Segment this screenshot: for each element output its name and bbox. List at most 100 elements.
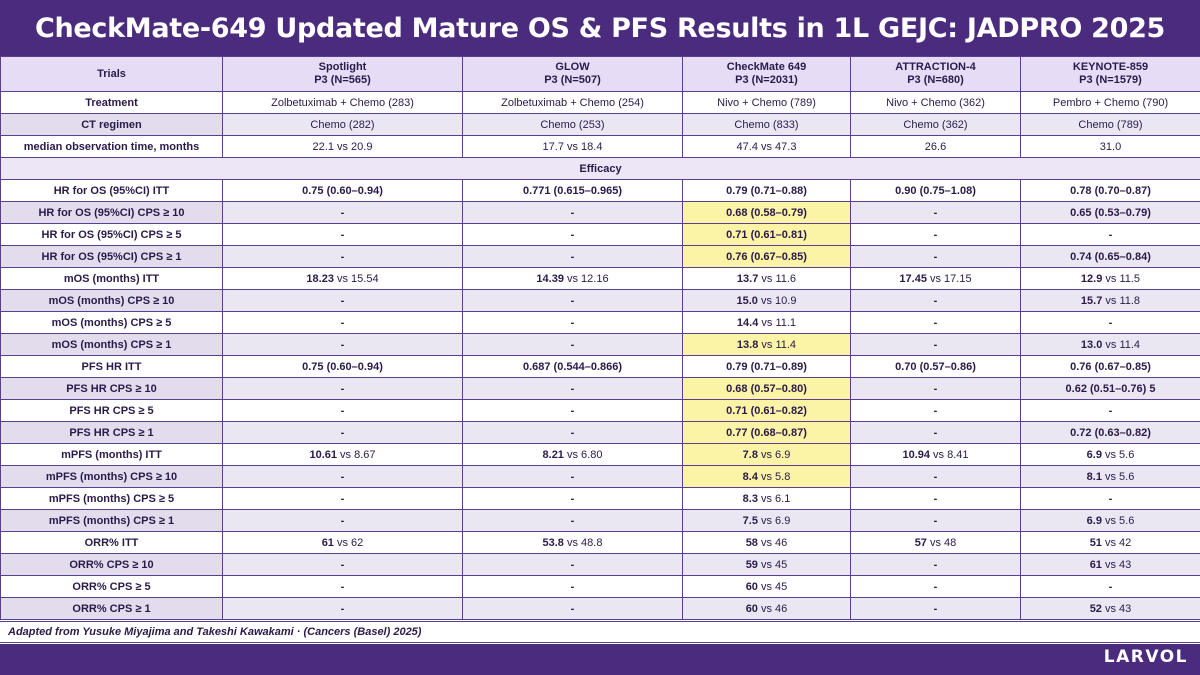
comparison-table-panel: Trials Spotlight P3 (N=565) GLOW P3 (N=507… — [0, 56, 1200, 644]
cell-value-comparator: vs 43 — [1101, 558, 1132, 571]
table-cell: - — [850, 289, 1021, 312]
cell-value-bold: 14.4 — [736, 316, 759, 329]
table-cell: - — [1020, 399, 1200, 422]
table-cell: - — [850, 377, 1021, 400]
table-cell: - — [462, 333, 683, 356]
table-cell: - — [850, 421, 1021, 444]
header-row-label: Trials — [0, 56, 223, 92]
table-cell: - — [222, 311, 463, 334]
cell-value-bold: 0.771 (0.615–0.965) — [522, 184, 623, 197]
cell-value-bold: 15.0 — [736, 294, 758, 307]
cell-value-comparator: vs 48.8 — [563, 536, 603, 549]
cell-value-comparator: vs 11.8 — [1102, 294, 1141, 307]
cell-value-comparator: vs 6.1 — [757, 492, 791, 505]
row-label: CT regimen — [0, 113, 223, 136]
cell-value-bold: 0.62 (0.51–0.76) 5 — [1065, 382, 1156, 395]
cell-value-comparator: vs 17.15 — [926, 272, 972, 285]
cell-value-bold: 7.8 — [742, 448, 758, 461]
row-label: mPFS (months) CPS ≥ 1 — [0, 509, 223, 532]
cell-value-comparator: vs 46 — [757, 536, 788, 549]
table-cell: Chemo (253) — [462, 113, 683, 136]
cell-value-comparator: vs 5.8 — [757, 470, 791, 483]
row-label: HR for OS (95%CI) CPS ≥ 10 — [0, 201, 223, 224]
cell-value-bold: - — [1108, 316, 1113, 329]
table-cell: 31.0 — [1020, 135, 1200, 158]
cell-value-bold: 8.21 — [542, 448, 564, 461]
cell-value-bold: 12.9 — [1080, 272, 1103, 285]
cell-value-bold: - — [933, 250, 938, 263]
table-cell: Zolbetuximab + Chemo (283) — [222, 91, 463, 114]
cell-value-comparator: vs 5.6 — [1101, 514, 1135, 527]
cell-value-comparator: vs 6.9 — [757, 514, 791, 527]
table-cell: - — [850, 487, 1021, 510]
table-cell: 0.77 (0.68–0.87) — [682, 421, 851, 444]
table-cell: - — [850, 597, 1021, 620]
table-cell: 12.9 vs 11.5 — [1020, 267, 1200, 290]
table-cell: - — [222, 465, 463, 488]
table-cell: 0.65 (0.53–0.79) — [1020, 201, 1200, 224]
header-trial-attraction4: ATTRACTION-4 P3 (N=680) — [850, 56, 1021, 92]
cell-value-bold: 58 — [745, 536, 758, 549]
cell-value-bold: - — [570, 602, 575, 615]
row-label: ORR% CPS ≥ 5 — [0, 575, 223, 598]
header-trial-glow: GLOW P3 (N=507) — [462, 56, 683, 92]
table-cell: 8.3 vs 6.1 — [682, 487, 851, 510]
table-cell: - — [850, 201, 1021, 224]
row-label: mOS (months) CPS ≥ 5 — [0, 311, 223, 334]
cell-value-bold: - — [570, 404, 575, 417]
cell-value-bold: 10.94 — [902, 448, 930, 461]
source-citation: Adapted from Yusuke Miyajima and Takeshi… — [0, 621, 1200, 643]
cell-value-bold: 0.71 (0.61–0.81) — [726, 228, 807, 241]
cell-value-bold: - — [933, 382, 938, 395]
cell-value-comparator: vs 15.54 — [333, 272, 379, 285]
table-cell: 14.4 vs 11.1 — [682, 311, 851, 334]
cell-value-bold: - — [570, 228, 575, 241]
table-cell: 0.76 (0.67–0.85) — [1020, 355, 1200, 378]
table-row: mOS (months) CPS ≥ 5 - - 14.4 vs 11.1 - - — [0, 311, 1200, 334]
table-cell: - — [462, 487, 683, 510]
cell-value-bold: - — [570, 558, 575, 571]
table-cell: 0.78 (0.70–0.87) — [1020, 179, 1200, 202]
table-cell: - — [850, 553, 1021, 576]
table-cell: - — [462, 245, 683, 268]
table-cell: Chemo (362) — [850, 113, 1021, 136]
cell-value-bold: - — [933, 316, 938, 329]
cell-value-bold: 52 — [1089, 602, 1102, 615]
cell-value-comparator: vs 12.16 — [563, 272, 609, 285]
cell-value-bold: 0.71 (0.61–0.82) — [726, 404, 807, 417]
table-cell: - — [1020, 487, 1200, 510]
larvol-logo: LARVOL — [1103, 647, 1188, 667]
cell-value-bold: - — [340, 514, 345, 527]
table-cell: - — [222, 245, 463, 268]
cell-value-bold: 0.70 (0.57–0.86) — [895, 360, 976, 373]
table-cell: - — [462, 421, 683, 444]
table-cell: 58 vs 46 — [682, 531, 851, 554]
table-cell: - — [222, 509, 463, 532]
table-row: mPFS (months) CPS ≥ 1 - - 7.5 vs 6.9 - 6.9 vs… — [0, 509, 1200, 532]
table-row: PFS HR ITT 0.75 (0.60–0.94) 0.687 (0.544–0… — [0, 355, 1200, 378]
table-cell: - — [462, 509, 683, 532]
cell-value-bold: - — [570, 470, 575, 483]
cell-value-comparator: vs 43 — [1101, 602, 1132, 615]
cell-value-bold: - — [340, 558, 345, 571]
table-row: PFS HR CPS ≥ 10 - - 0.68 (0.57–0.80) - 0.62 (… — [0, 377, 1200, 400]
cell-value-bold: 0.72 (0.63–0.82) — [1070, 426, 1151, 439]
table-row: ORR% ITT 61 vs 62 53.8 vs 48.8 58 vs 46 57 v… — [0, 531, 1200, 554]
table-cell: 13.7 vs 11.6 — [682, 267, 851, 290]
cell-value-bold: 0.75 (0.60–0.94) — [302, 184, 383, 197]
cell-value-bold: 59 — [745, 558, 758, 571]
table-cell: 60 vs 46 — [682, 597, 851, 620]
cell-value-bold: 60 — [745, 602, 758, 615]
cell-value-comparator: vs 11.4 — [758, 338, 797, 351]
cell-value-bold: - — [570, 382, 575, 395]
cell-value-bold: - — [340, 316, 345, 329]
table-cell: 10.61 vs 8.67 — [222, 443, 463, 466]
cell-value-comparator: vs 11.1 — [758, 316, 797, 329]
cell-value-bold: - — [933, 338, 938, 351]
row-label: ORR% CPS ≥ 1 — [0, 597, 223, 620]
table-cell: 52 vs 43 — [1020, 597, 1200, 620]
cell-value-bold: 8.4 — [742, 470, 758, 483]
cell-value-comparator: vs 5.6 — [1101, 470, 1135, 483]
table-cell: - — [222, 575, 463, 598]
cell-value-comparator: vs 62 — [333, 536, 364, 549]
